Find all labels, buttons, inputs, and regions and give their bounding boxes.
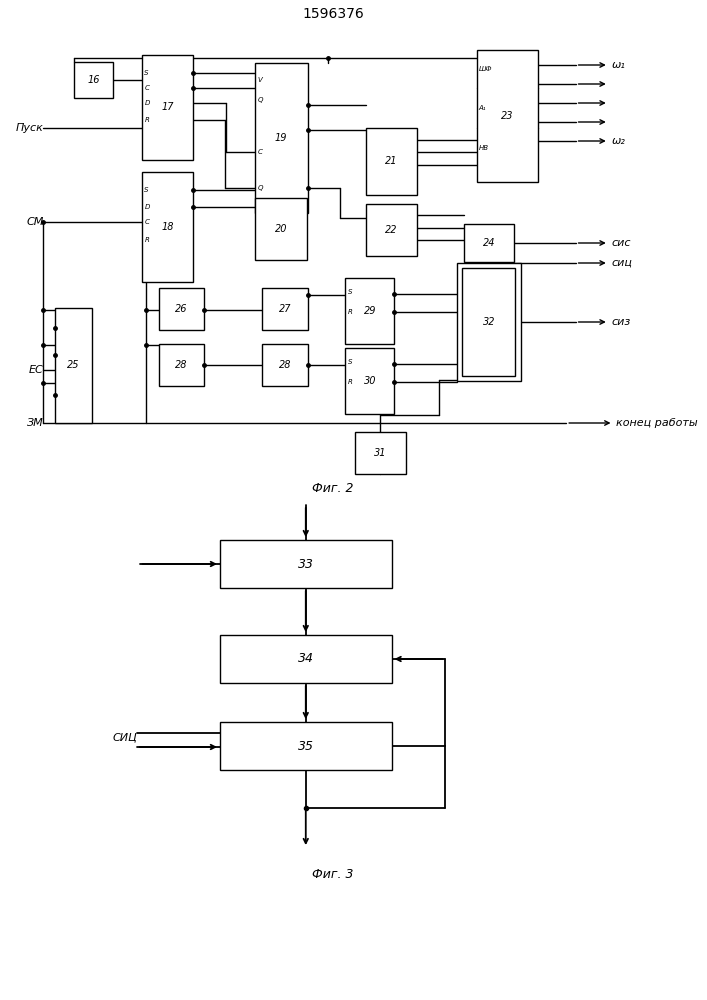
- Bar: [141, 55, 194, 160]
- Text: S: S: [144, 187, 149, 193]
- Text: 1596376: 1596376: [303, 7, 364, 21]
- Text: 20: 20: [274, 224, 287, 234]
- Text: 28: 28: [175, 360, 187, 370]
- Text: C: C: [144, 85, 149, 91]
- Text: C: C: [257, 149, 262, 155]
- Text: D: D: [144, 204, 150, 210]
- Text: ω₂: ω₂: [612, 136, 626, 146]
- Text: Фиг. 2: Фиг. 2: [312, 482, 354, 494]
- Text: R: R: [144, 237, 149, 243]
- Text: конец работы: конец работы: [617, 418, 698, 428]
- Text: 22: 22: [385, 225, 398, 235]
- Text: ω₁: ω₁: [612, 60, 626, 70]
- Bar: [355, 432, 406, 474]
- Bar: [255, 198, 307, 260]
- Bar: [457, 263, 521, 381]
- Bar: [346, 278, 395, 344]
- Text: 23: 23: [501, 111, 513, 121]
- Text: 29: 29: [363, 306, 376, 316]
- Bar: [477, 50, 538, 182]
- Text: 31: 31: [374, 448, 387, 458]
- Text: сиз: сиз: [612, 317, 631, 327]
- Text: S: S: [349, 289, 353, 295]
- Text: 26: 26: [175, 304, 187, 314]
- Bar: [346, 348, 395, 414]
- Text: Q: Q: [257, 97, 263, 103]
- Text: ЗМ: ЗМ: [27, 418, 43, 428]
- Text: 24: 24: [483, 238, 496, 248]
- Text: Фиг. 3: Фиг. 3: [312, 868, 354, 882]
- Bar: [366, 204, 417, 256]
- Text: 28: 28: [279, 360, 291, 370]
- Text: СИЦ: СИЦ: [112, 732, 137, 742]
- Bar: [220, 722, 392, 770]
- Bar: [158, 344, 204, 386]
- Text: 27: 27: [279, 304, 291, 314]
- Bar: [262, 344, 308, 386]
- Bar: [462, 268, 515, 376]
- Text: сиц: сиц: [612, 258, 633, 268]
- Text: 30: 30: [363, 376, 376, 386]
- Bar: [74, 62, 113, 98]
- Bar: [54, 308, 93, 423]
- Text: Пуск: Пуск: [16, 123, 43, 133]
- Text: ЕС: ЕС: [29, 365, 43, 375]
- Bar: [158, 288, 204, 330]
- Bar: [220, 635, 392, 683]
- Text: 17: 17: [161, 103, 174, 112]
- Text: S: S: [349, 359, 353, 365]
- Text: 32: 32: [483, 317, 495, 327]
- Text: 18: 18: [161, 222, 174, 232]
- Text: A₁: A₁: [479, 105, 486, 111]
- Bar: [141, 172, 194, 282]
- Text: 34: 34: [298, 652, 314, 666]
- Bar: [220, 540, 392, 588]
- Text: 35: 35: [298, 740, 314, 752]
- Text: 16: 16: [87, 75, 100, 85]
- Text: V: V: [257, 77, 262, 83]
- Text: R: R: [349, 379, 353, 385]
- Text: R: R: [349, 309, 353, 315]
- Text: 25: 25: [67, 360, 80, 370]
- Bar: [255, 63, 308, 213]
- Text: Q: Q: [257, 185, 263, 191]
- Text: НВ: НВ: [479, 145, 489, 151]
- Bar: [262, 288, 308, 330]
- Text: S: S: [144, 70, 149, 76]
- Text: СМ: СМ: [26, 217, 43, 227]
- Text: D: D: [144, 100, 150, 106]
- Text: 19: 19: [275, 133, 288, 143]
- Text: 21: 21: [385, 156, 398, 166]
- Bar: [366, 128, 417, 195]
- Text: R: R: [144, 117, 149, 123]
- Bar: [464, 224, 514, 262]
- Text: 33: 33: [298, 558, 314, 570]
- Text: C: C: [144, 219, 149, 225]
- Text: ШФ: ШФ: [479, 66, 492, 72]
- Text: сис: сис: [612, 238, 631, 248]
